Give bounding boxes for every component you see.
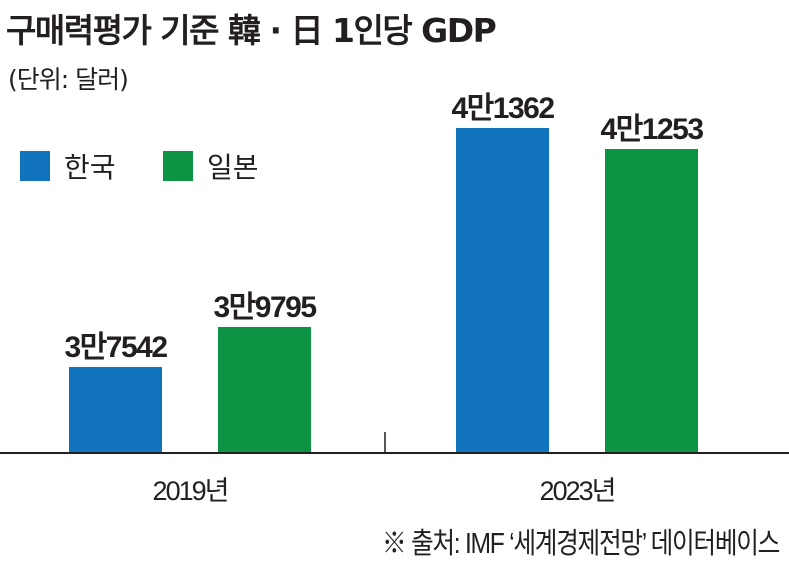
chart-title: 구매력평가 기준 韓 · 日 1인당 GDP xyxy=(6,11,497,50)
data-label: 3만9795 xyxy=(213,291,316,324)
data-label: 3만7542 xyxy=(64,331,167,364)
x-tick-label: 2019년 xyxy=(153,476,228,506)
data-label: 4만1253 xyxy=(600,113,703,146)
x-tick-label: 2023년 xyxy=(540,476,615,506)
source-note: ※ 출처: IMF ‘세계경제전망’ 데이터베이스 xyxy=(382,528,780,560)
legend-swatch-korea xyxy=(20,151,50,181)
legend-item-korea: 한국 xyxy=(20,146,116,186)
bar-한국-2023년 xyxy=(456,128,549,452)
data-label: 4만1362 xyxy=(451,92,554,125)
legend-label-korea: 한국 xyxy=(64,151,116,184)
bar-일본-2019년 xyxy=(218,327,311,452)
legend-label-japan: 일본 xyxy=(207,151,259,184)
chart-subtitle: (단위: 달러) xyxy=(8,65,129,94)
legend-swatch-japan xyxy=(163,151,193,181)
bar-한국-2019년 xyxy=(69,367,162,452)
bar-일본-2023년 xyxy=(605,149,698,452)
legend-item-japan: 일본 xyxy=(163,146,259,186)
